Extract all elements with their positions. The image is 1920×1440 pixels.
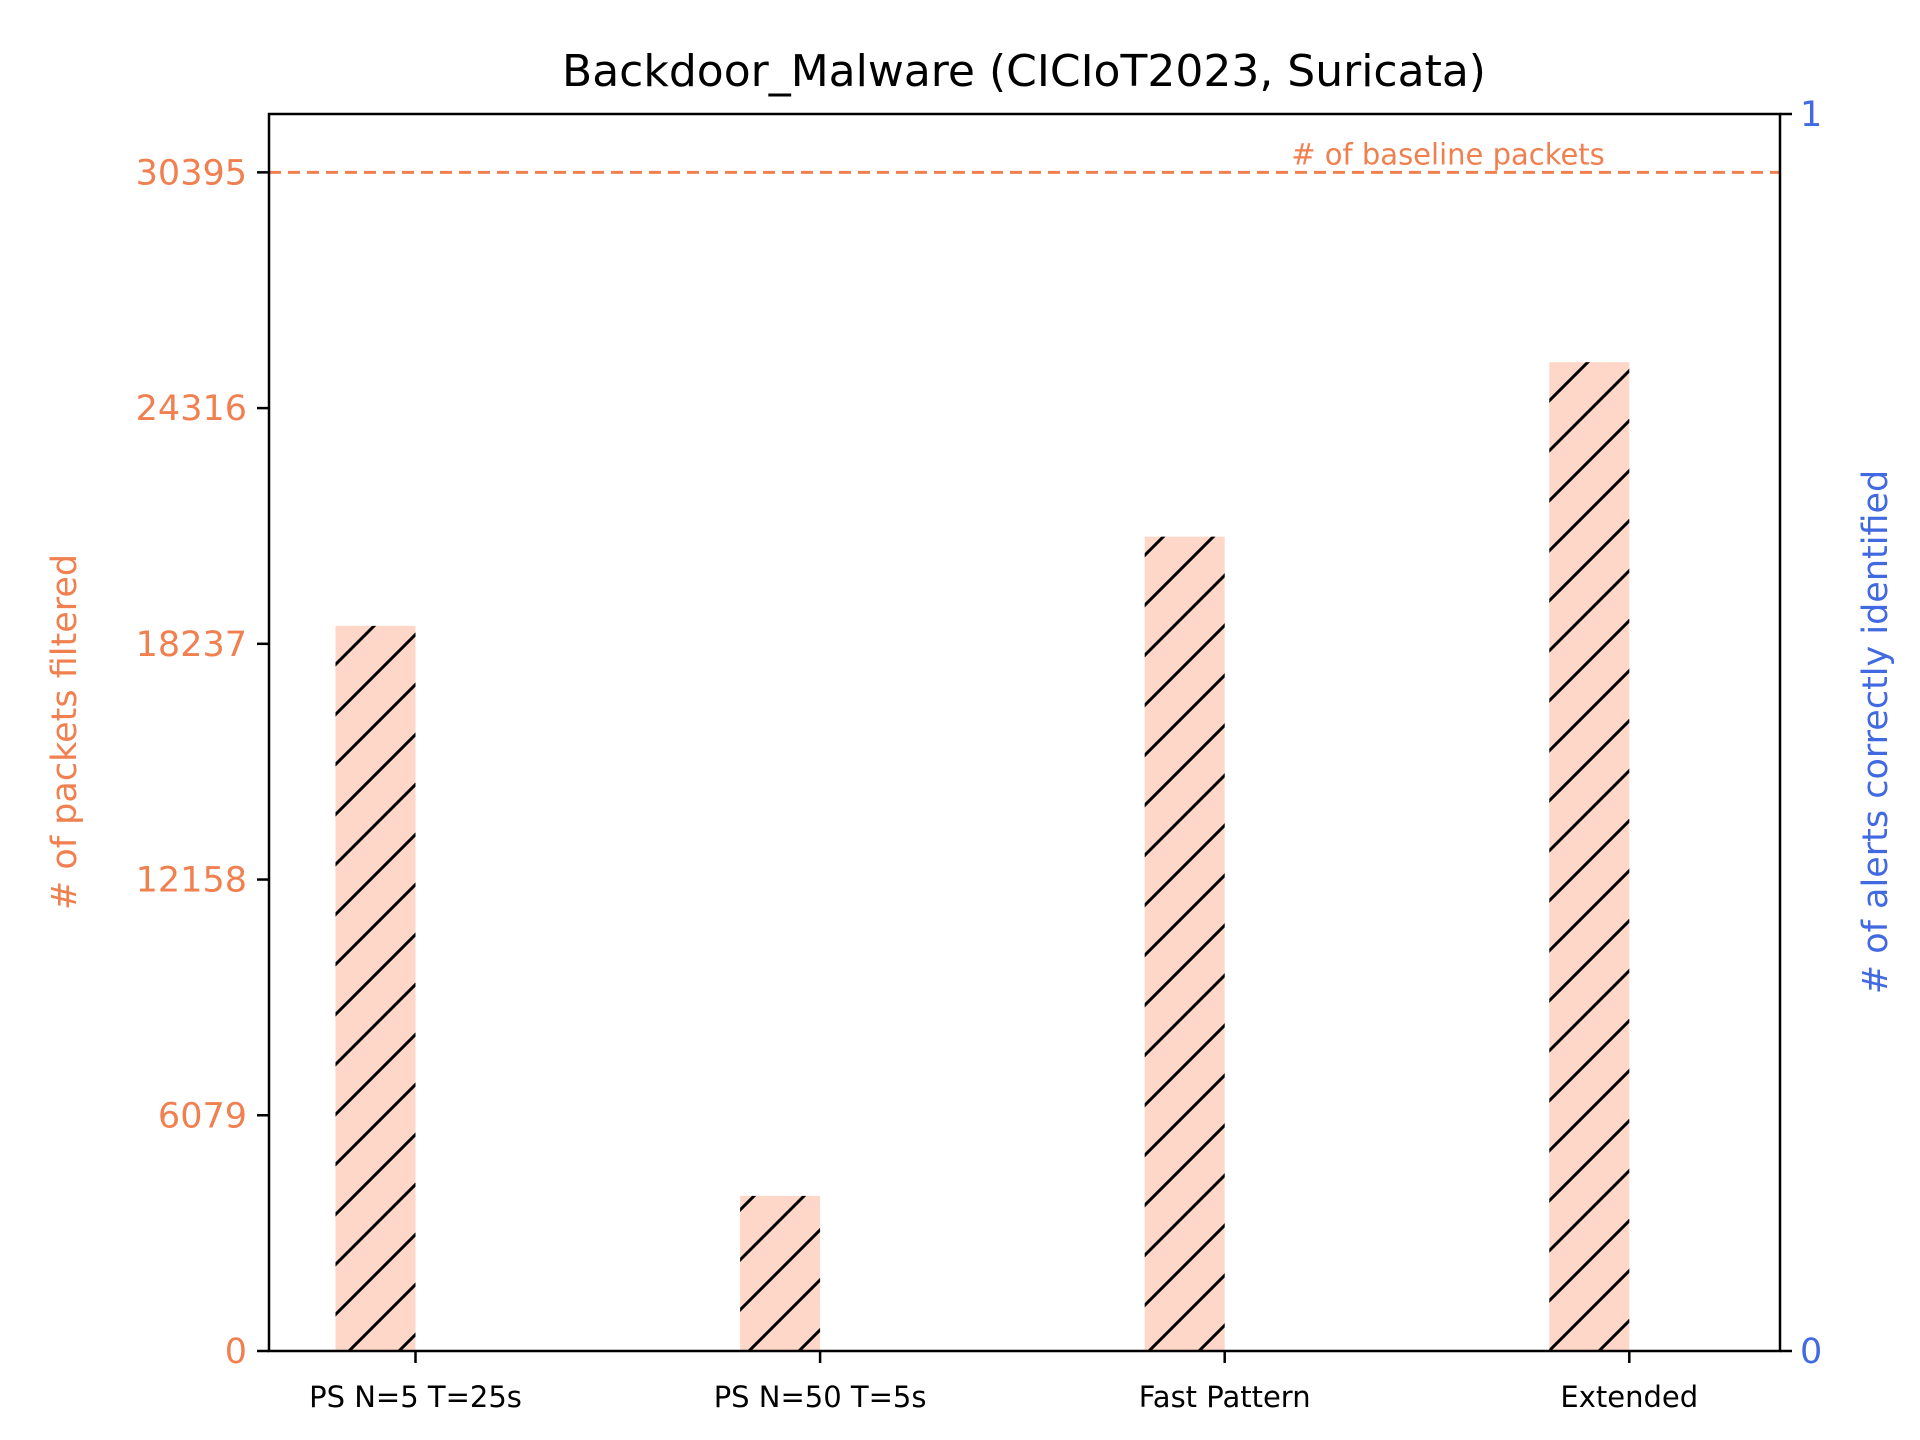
bar-hatch-0 xyxy=(335,625,416,1351)
bar-hatch-3 xyxy=(1549,362,1630,1351)
plot-frame xyxy=(267,112,1782,1353)
baseline-label: # of baseline packets xyxy=(1291,137,1605,171)
bar-hatch-1 xyxy=(740,1195,821,1351)
x-tick-label: PS N=5 T=25s xyxy=(309,1380,522,1414)
bars-group xyxy=(335,362,1630,1351)
left-tick-label: 0 xyxy=(225,1332,247,1372)
right-axis: 01 xyxy=(1780,95,1822,1372)
left-tick-label: 6079 xyxy=(158,1096,247,1136)
chart-title: Backdoor_Malware (CICIoT2023, Suricata) xyxy=(562,46,1486,97)
x-tick-label: Fast Pattern xyxy=(1139,1380,1311,1414)
left-tick-label: 24316 xyxy=(136,389,247,429)
bar-hatch-2 xyxy=(1144,536,1225,1351)
left-tick-label: 30395 xyxy=(136,153,247,193)
y2-axis-label: # of alerts correctly identified xyxy=(1856,470,1896,995)
right-tick-label: 1 xyxy=(1800,95,1822,135)
y-axis-label: # of packets filtered xyxy=(45,554,85,910)
x-axis: PS N=5 T=25s PS N=50 T=5s Fast Pattern Exte… xyxy=(309,1351,1698,1414)
x-tick-label: PS N=50 T=5s xyxy=(714,1380,927,1414)
left-tick-label: 18237 xyxy=(136,625,247,665)
left-axis: 0 6079 12158 18237 24316 30395 xyxy=(136,153,269,1372)
right-tick-label: 0 xyxy=(1800,1332,1822,1372)
left-tick-label: 12158 xyxy=(136,861,247,901)
x-tick-label: Extended xyxy=(1560,1380,1698,1414)
